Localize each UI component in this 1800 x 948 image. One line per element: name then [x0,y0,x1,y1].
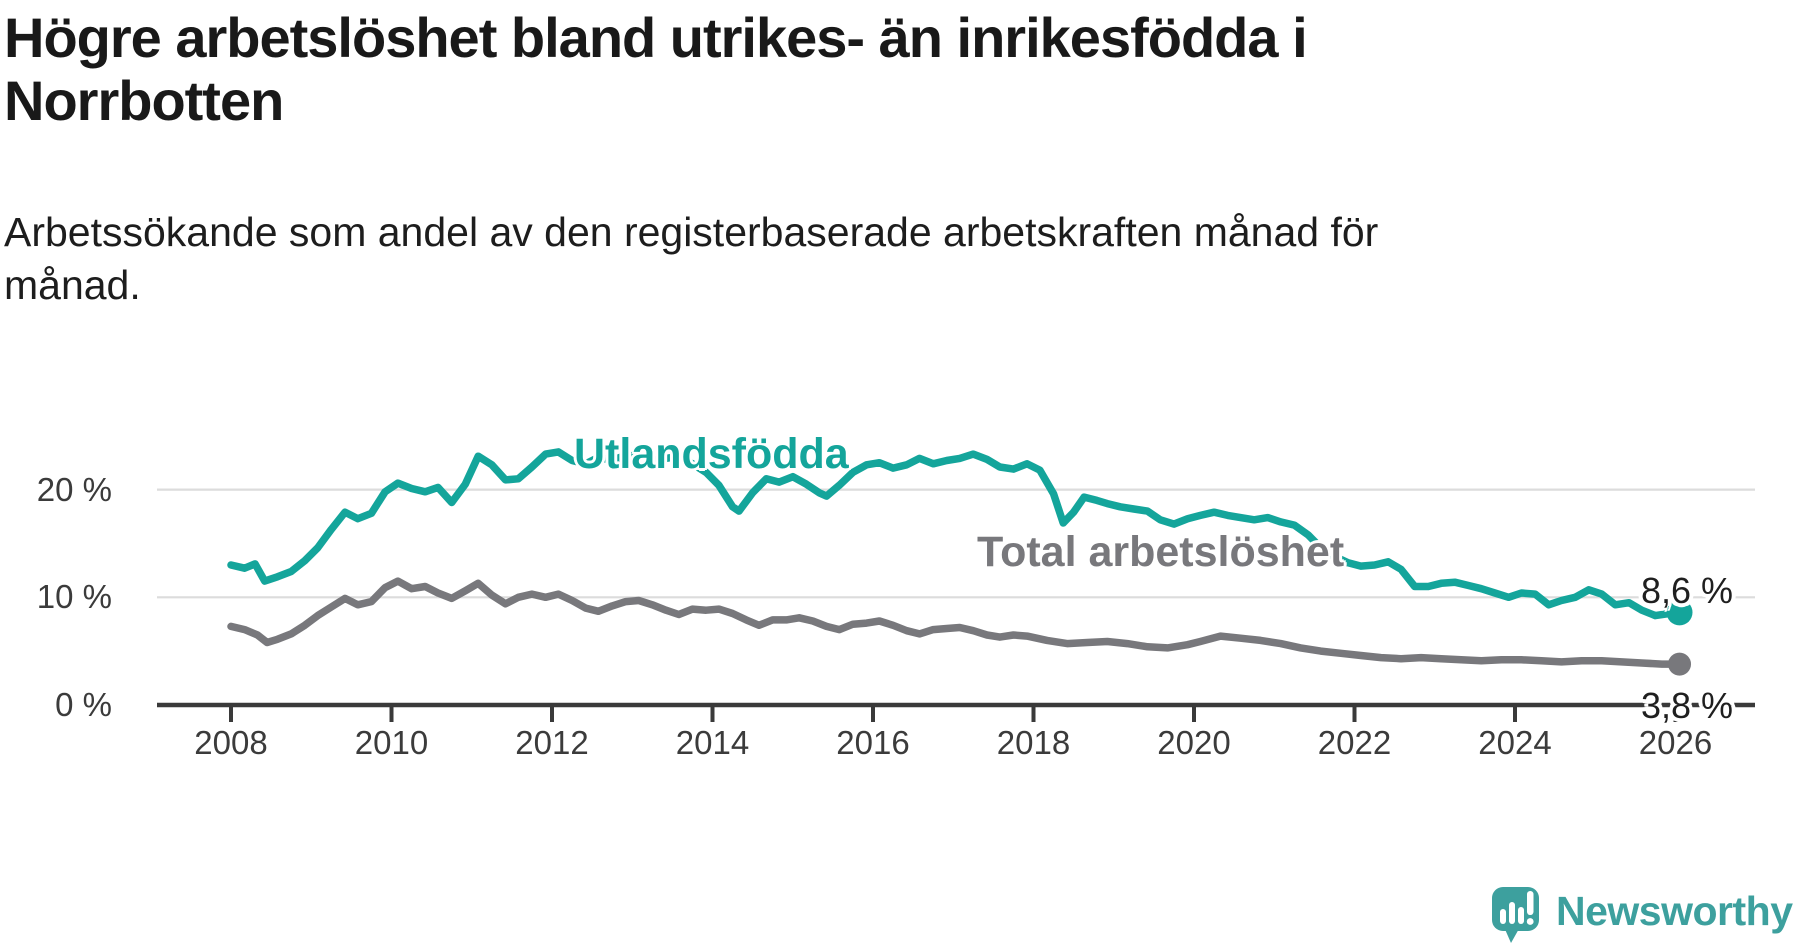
y-axis-tick-label: 10 % [36,578,112,616]
x-axis-tick-label-2022: 2022 [1317,724,1392,761]
end-point-dot-utlandsfodda [1666,599,1693,626]
line-series-utlandsfodda [227,448,1684,620]
y-axis-tick-label: 20 % [36,470,112,508]
chart-subtitle-line1: Arbetssökande som andel av den registerb… [4,209,1379,255]
x-axis-tick-label-2012: 2012 [515,724,589,761]
series-label-utlandsfodda: Utlandsfödda [574,430,849,478]
chart-title: Högre arbetslöshet bland utrikes- än inr… [4,6,1784,132]
chart-title-line1: Högre arbetslöshet bland utrikes- än inr… [4,6,1308,69]
x-axis-tick-label-2014: 2014 [675,724,750,761]
newsworthy-logo: Newsworthy [1490,884,1793,944]
y-axis-tick-label: 0 % [55,686,112,723]
x-axis-tick-label-2020: 2020 [1157,724,1231,761]
line-series-total-arbetsloshet [227,577,1684,668]
chart-title-line2: Norrbotten [4,69,284,132]
x-axis-tick-label-2024: 2024 [1478,724,1552,761]
end-value-label-utlandsfodda: 8,6 % [1641,570,1734,611]
x-axis-tick-label-2016: 2016 [836,724,910,761]
x-axis-tick-label-2026: 2026 [1638,724,1713,761]
chart-subtitle: Arbetssökande som andel av den registerb… [4,206,1784,312]
end-value-label-total: 3,8 % [1641,685,1734,726]
newsworthy-logo-text: Newsworthy [1556,888,1793,934]
x-axis-tick-label-2010: 2010 [354,724,429,761]
newsworthy-logo-icon [1492,887,1539,943]
x-axis-tick-label-2008: 2008 [194,724,268,761]
end-point-dot-total-arbetsloshet [1668,652,1692,676]
x-axis-tick-label-2018: 2018 [996,724,1071,761]
chart-subtitle-line2: månad. [4,262,141,308]
series-label-total-arbetsloshet: Total arbetslöshet [977,528,1345,576]
